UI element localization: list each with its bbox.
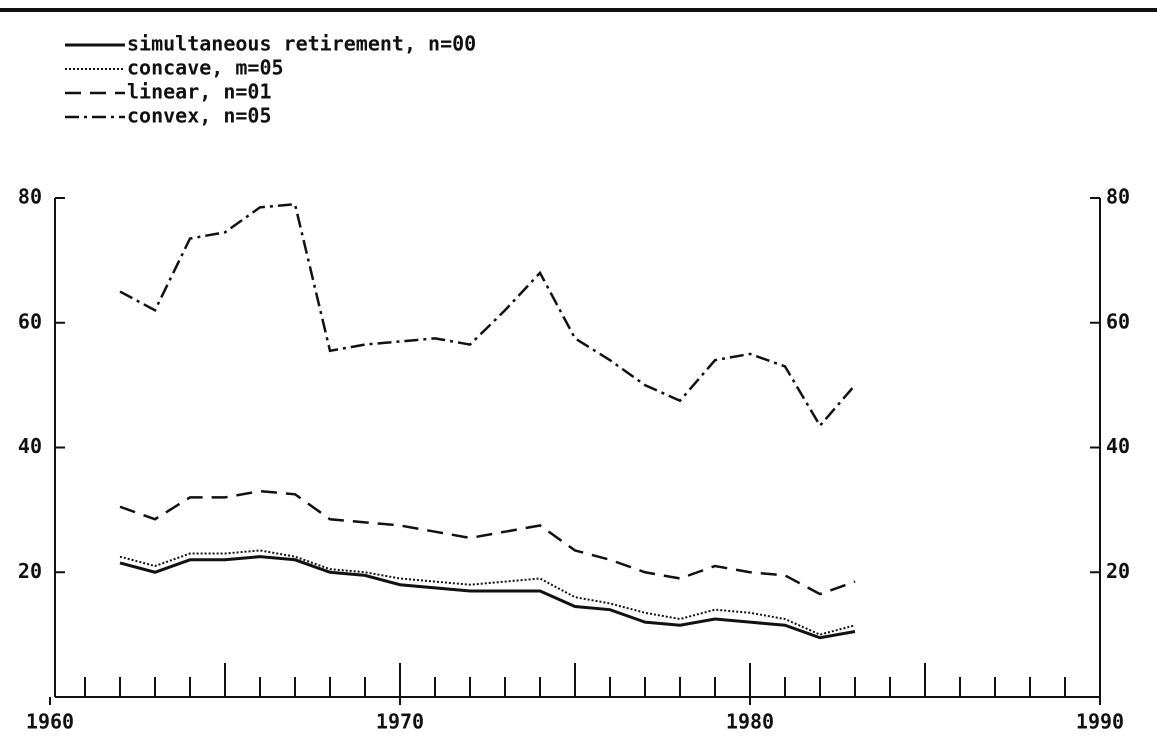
series-line (119, 555, 856, 640)
x-tick-label: 1990 (1076, 710, 1124, 734)
y2-tick-label: 80 (1106, 185, 1130, 209)
x-tick-label: 1970 (376, 710, 424, 734)
y-tick-label: 60 (18, 309, 42, 333)
x-tick-label: 1960 (26, 710, 74, 734)
y2-tick-label: 40 (1106, 434, 1130, 458)
y2-tick-label: 60 (1106, 309, 1130, 333)
series-line (119, 489, 856, 596)
y-tick-label: 20 (18, 559, 42, 583)
x-tick-label: 1980 (726, 710, 774, 734)
y-tick-label: 40 (18, 434, 42, 458)
legend-label: simultaneous retirement, n=00 (127, 32, 476, 56)
y-tick-label: 80 (18, 185, 42, 209)
y2-tick-label: 20 (1106, 559, 1130, 583)
legend-label: linear, n=01 (127, 80, 272, 104)
legend-label: convex, n=05 (127, 104, 272, 128)
legend-label: concave, m=05 (127, 56, 284, 80)
series-line (119, 202, 856, 428)
series-line (119, 549, 856, 636)
